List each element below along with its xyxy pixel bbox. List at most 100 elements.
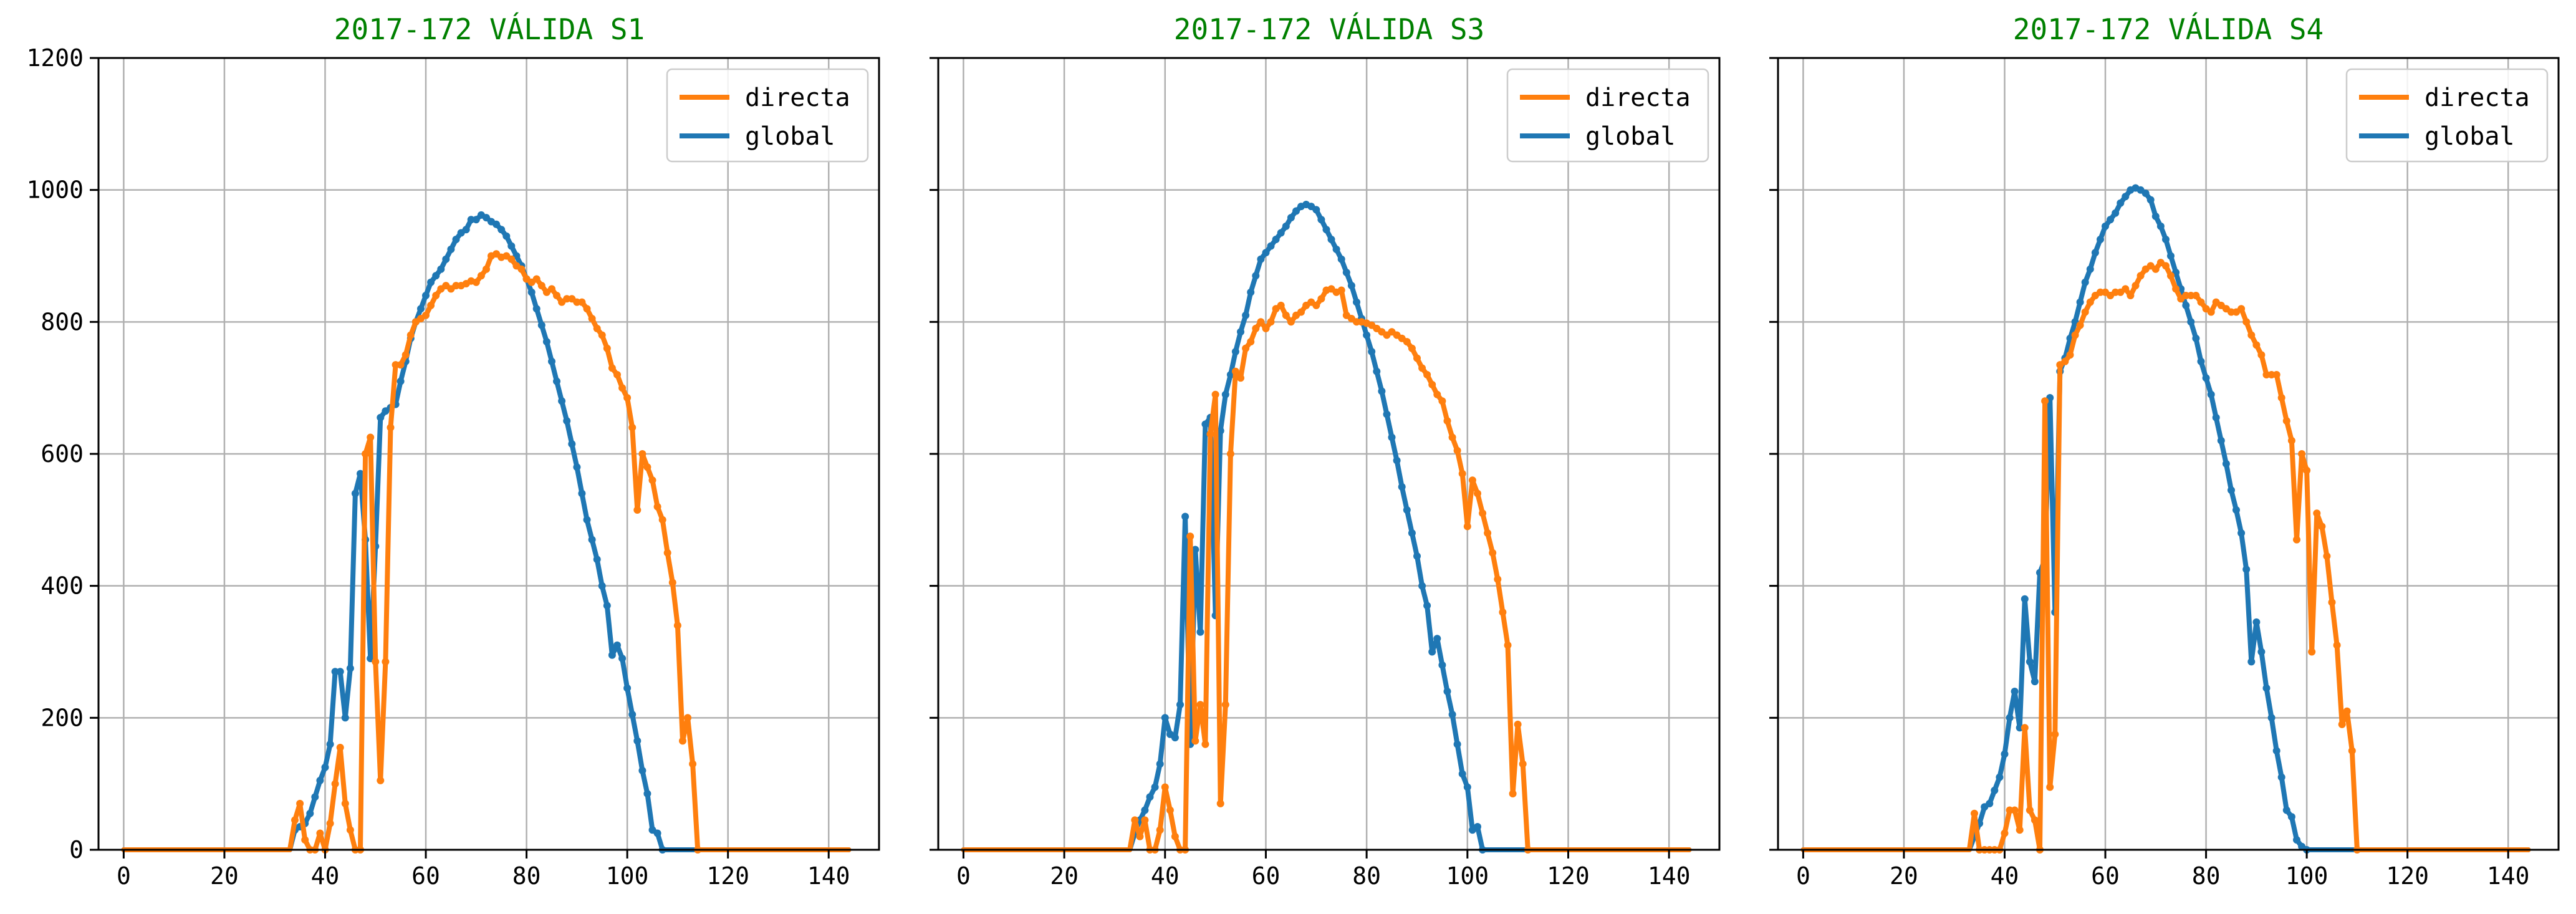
data-point-directa bbox=[623, 394, 632, 402]
data-point-global bbox=[578, 489, 586, 498]
data-point-directa bbox=[2328, 599, 2336, 607]
data-point-global bbox=[2293, 836, 2300, 844]
y-tick-label: 600 bbox=[41, 440, 84, 468]
data-point-directa bbox=[2066, 351, 2074, 359]
data-point-global bbox=[1996, 773, 2004, 781]
data-point-global bbox=[2287, 813, 2295, 821]
data-point-directa bbox=[2151, 265, 2160, 273]
data-point-global bbox=[2207, 390, 2215, 398]
data-point-directa bbox=[1297, 308, 1305, 316]
data-point-directa bbox=[1226, 450, 1234, 458]
data-point-global bbox=[1363, 331, 1371, 339]
data-point-global bbox=[2097, 236, 2104, 243]
data-point-global bbox=[618, 655, 627, 663]
y-tick-label: 1000 bbox=[26, 176, 84, 204]
data-point-global bbox=[432, 272, 440, 280]
data-point-global bbox=[306, 809, 314, 817]
data-point-global bbox=[1393, 456, 1401, 464]
series-line-global bbox=[121, 212, 852, 852]
data-point-directa bbox=[2076, 321, 2084, 329]
data-point-directa bbox=[1433, 390, 1441, 398]
data-point-global bbox=[2011, 688, 2019, 695]
data-point-directa bbox=[1458, 469, 1466, 478]
data-point-global bbox=[558, 397, 566, 405]
data-point-global bbox=[1201, 420, 1209, 428]
data-point-global bbox=[1216, 427, 1224, 435]
data-point-global bbox=[2187, 318, 2195, 326]
data-point-global bbox=[563, 417, 571, 425]
x-tick-label: 80 bbox=[1352, 862, 1381, 890]
data-point-directa bbox=[638, 450, 646, 458]
data-point-global bbox=[1423, 602, 1431, 610]
data-point-global bbox=[2217, 436, 2225, 445]
data-point-directa bbox=[372, 658, 380, 666]
data-point-directa bbox=[1277, 301, 1285, 309]
data-point-global bbox=[507, 242, 516, 250]
data-point-global bbox=[1347, 282, 1355, 290]
data-point-global bbox=[2141, 190, 2150, 197]
data-point-global bbox=[447, 245, 455, 253]
data-point-global bbox=[2102, 222, 2109, 230]
data-point-directa bbox=[296, 799, 304, 807]
legend-label-directa: directa bbox=[2425, 84, 2530, 112]
data-point-directa bbox=[658, 516, 666, 524]
data-point-directa bbox=[673, 622, 681, 630]
data-point-directa bbox=[679, 737, 686, 745]
data-point-directa bbox=[396, 361, 405, 369]
data-point-global bbox=[396, 377, 405, 385]
data-point-directa bbox=[2343, 707, 2351, 715]
data-point-directa bbox=[684, 714, 692, 722]
data-point-directa bbox=[1971, 809, 1978, 817]
data-point-global bbox=[452, 236, 460, 243]
data-point-directa bbox=[382, 658, 390, 666]
data-point-directa bbox=[633, 506, 642, 514]
data-point-directa bbox=[1242, 344, 1250, 352]
y-tick-label: 1200 bbox=[26, 44, 84, 72]
data-point-directa bbox=[2051, 730, 2059, 738]
data-point-directa bbox=[401, 351, 410, 359]
data-point-directa bbox=[1171, 832, 1179, 840]
data-point-global bbox=[1458, 770, 1466, 778]
data-point-directa bbox=[2192, 292, 2200, 299]
data-point-directa bbox=[1186, 532, 1194, 541]
data-point-global bbox=[2031, 678, 2039, 686]
data-point-global bbox=[2232, 506, 2240, 514]
data-point-directa bbox=[1337, 286, 1345, 294]
data-point-directa bbox=[432, 292, 440, 299]
data-point-directa bbox=[1247, 338, 1255, 346]
data-point-directa bbox=[1418, 364, 1426, 372]
data-point-global bbox=[1272, 236, 1280, 243]
data-point-directa bbox=[427, 301, 435, 309]
data-point-global bbox=[2212, 413, 2220, 421]
data-point-global bbox=[497, 226, 506, 234]
data-point-global bbox=[1378, 387, 1386, 395]
data-point-global bbox=[1463, 783, 1471, 791]
data-point-global bbox=[1221, 390, 1229, 398]
data-point-directa bbox=[613, 371, 621, 378]
data-point-directa bbox=[2041, 397, 2049, 405]
data-point-global bbox=[1141, 806, 1149, 814]
series-line-directa bbox=[1800, 260, 2531, 852]
data-point-global bbox=[1181, 512, 1189, 521]
data-point-global bbox=[422, 292, 430, 299]
data-point-directa bbox=[477, 272, 485, 280]
data-point-global bbox=[628, 711, 637, 718]
x-tick-label: 120 bbox=[706, 862, 749, 890]
legend-label-directa: directa bbox=[1585, 84, 1691, 112]
series-line-directa bbox=[961, 286, 1692, 852]
x-tick-label: 0 bbox=[956, 862, 971, 890]
data-point-global bbox=[2242, 565, 2251, 574]
data-point-directa bbox=[316, 829, 324, 837]
data-point-global bbox=[2237, 529, 2246, 537]
data-point-directa bbox=[1504, 641, 1512, 649]
data-point-global bbox=[316, 776, 324, 784]
chart-panel-s4: 2017-172 VÁLIDA S4 0 20 40 60 80 100 120 140 dir… bbox=[1769, 12, 2560, 890]
data-point-global bbox=[532, 305, 541, 313]
data-point-global bbox=[2001, 750, 2009, 758]
data-point-directa bbox=[1201, 740, 1209, 748]
data-point-global bbox=[417, 305, 425, 313]
data-point-global bbox=[2156, 222, 2165, 230]
data-point-directa bbox=[1237, 374, 1244, 382]
x-tick-label: 120 bbox=[2386, 862, 2429, 890]
data-point-global bbox=[1373, 367, 1381, 375]
